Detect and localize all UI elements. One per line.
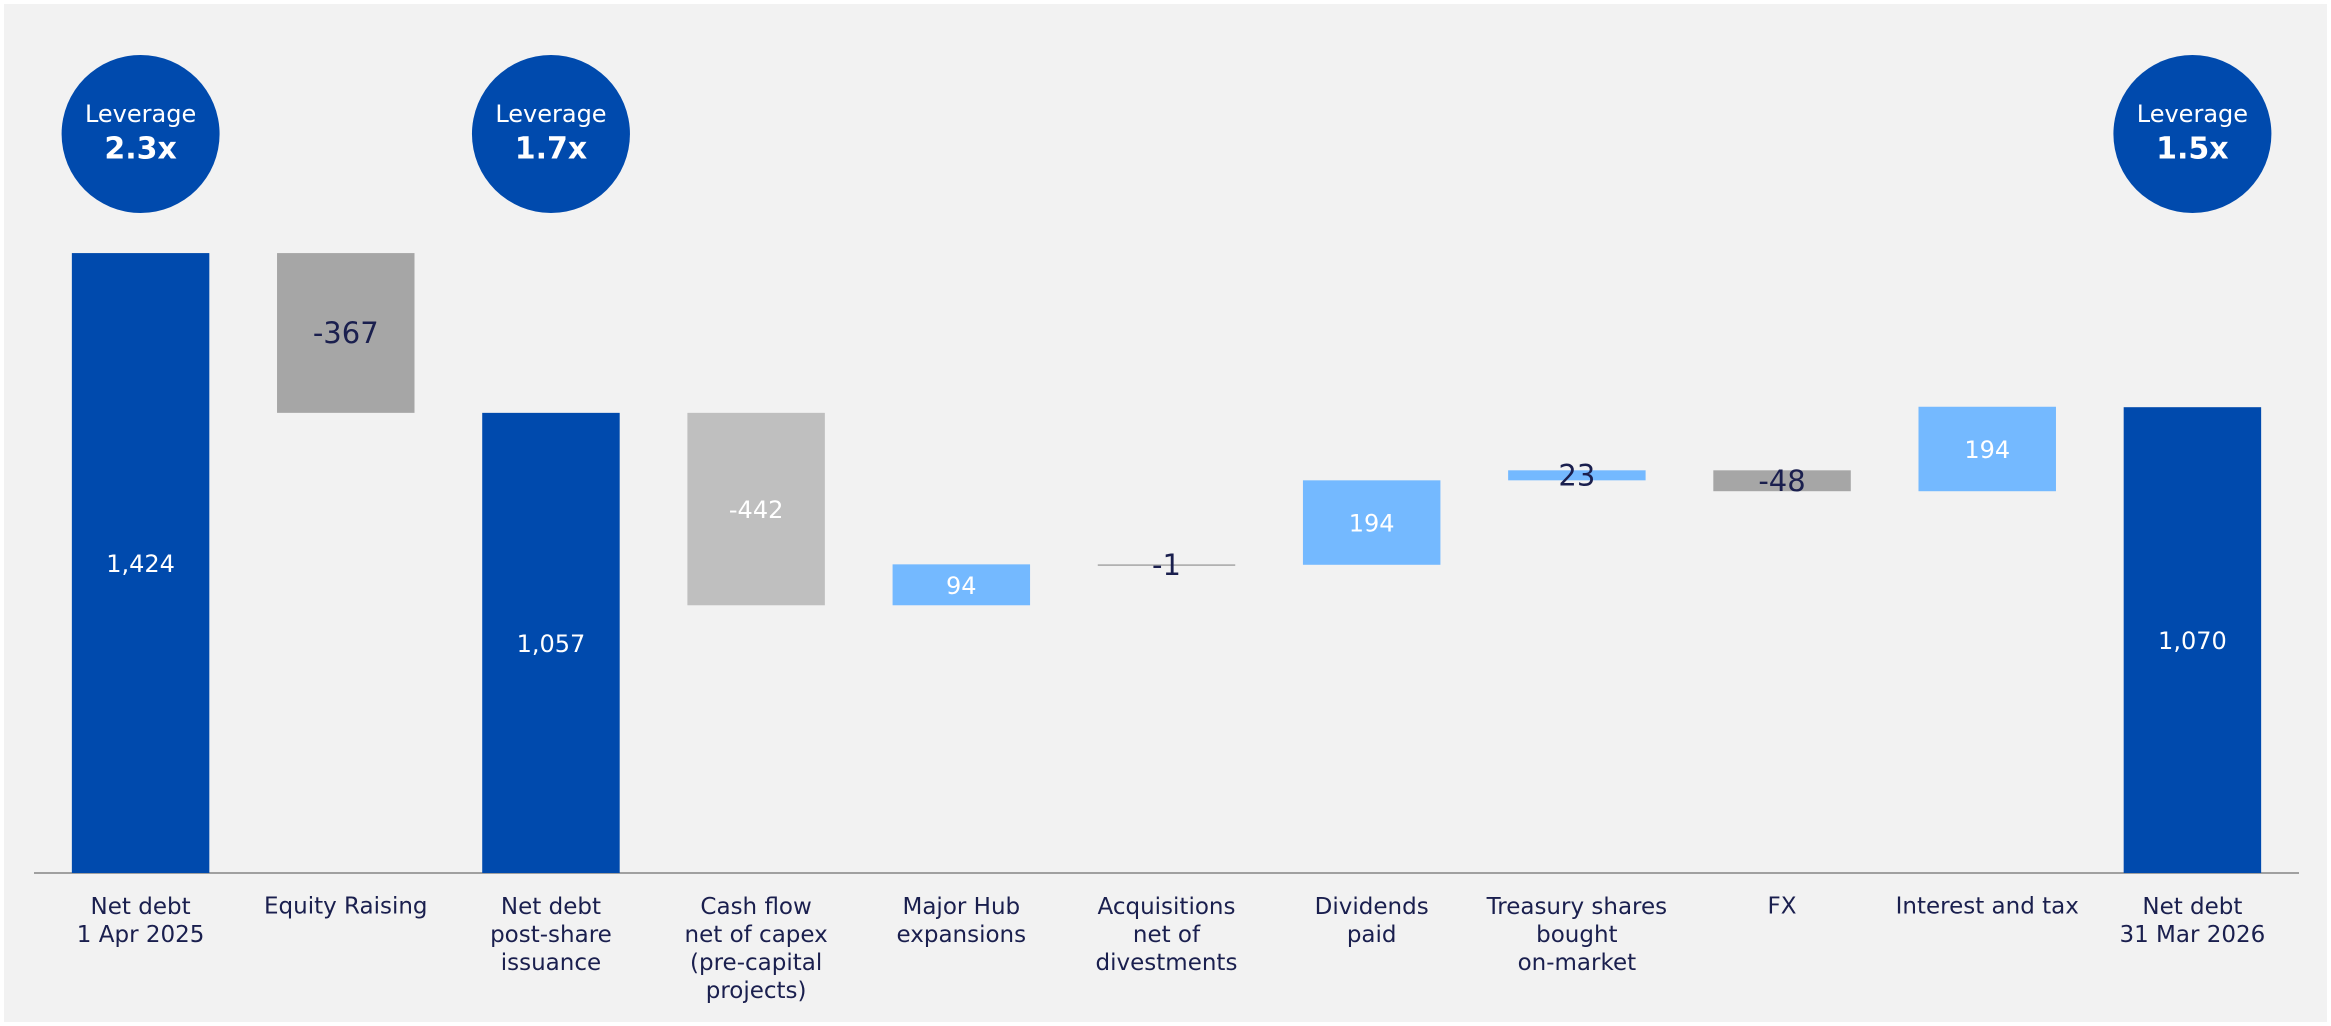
bar [277,253,415,413]
x-tick-label: Acquisitions net of divestments [1096,894,1238,976]
x-tick-label: Equity Raising [264,894,428,920]
value-label: 1,070 [2158,627,2227,655]
bar [1302,480,1441,565]
value-label: -442 [729,496,783,524]
leverage-badge [2113,55,2272,213]
x-tick-label: Major Hub expansions [896,894,1026,948]
leverage-title: Leverage [85,100,196,128]
leverage-value: 2.3x [104,132,177,167]
x-tick-label: Interest and tax [1896,894,2079,920]
x-tick-label: Dividends paid [1315,894,1429,948]
value-label: 194 [1964,436,2010,464]
leverage-title: Leverage [2137,100,2248,128]
bar [2123,407,2262,873]
bar [71,253,210,873]
value-label: 1,057 [517,630,586,658]
bar [892,564,1031,606]
chart-background [4,4,2327,1022]
value-label: 23 [1558,458,1595,492]
leverage-badge [61,55,220,213]
x-tick-label: FX [1768,894,1797,920]
value-label: 1,424 [106,550,175,578]
leverage-badge [471,55,630,213]
leverage-value: 1.5x [2156,132,2229,167]
bar [1918,406,2056,492]
leverage-title: Leverage [495,100,606,128]
value-label: -367 [313,316,379,350]
bar [1097,564,1236,566]
leverage-value: 1.7x [515,132,588,167]
bar [1713,470,1851,492]
x-tick-label: Net debt post-share issuance [490,894,612,976]
value-label: 194 [1349,510,1395,538]
x-tick-label: Cash flow net of capex (pre-capital project… [685,894,828,1004]
value-label: -48 [1758,464,1805,498]
value-label: 94 [946,572,977,600]
x-tick-label: Treasury shares bought on-market [1486,894,1668,976]
value-label: -1 [1152,548,1181,582]
bar [1508,470,1646,481]
bar [687,412,825,606]
x-tick-label: Net debt 1 Apr 2025 [77,894,205,948]
bar [482,412,620,873]
x-tick-label: Net debt 31 Mar 2026 [2119,894,2265,948]
